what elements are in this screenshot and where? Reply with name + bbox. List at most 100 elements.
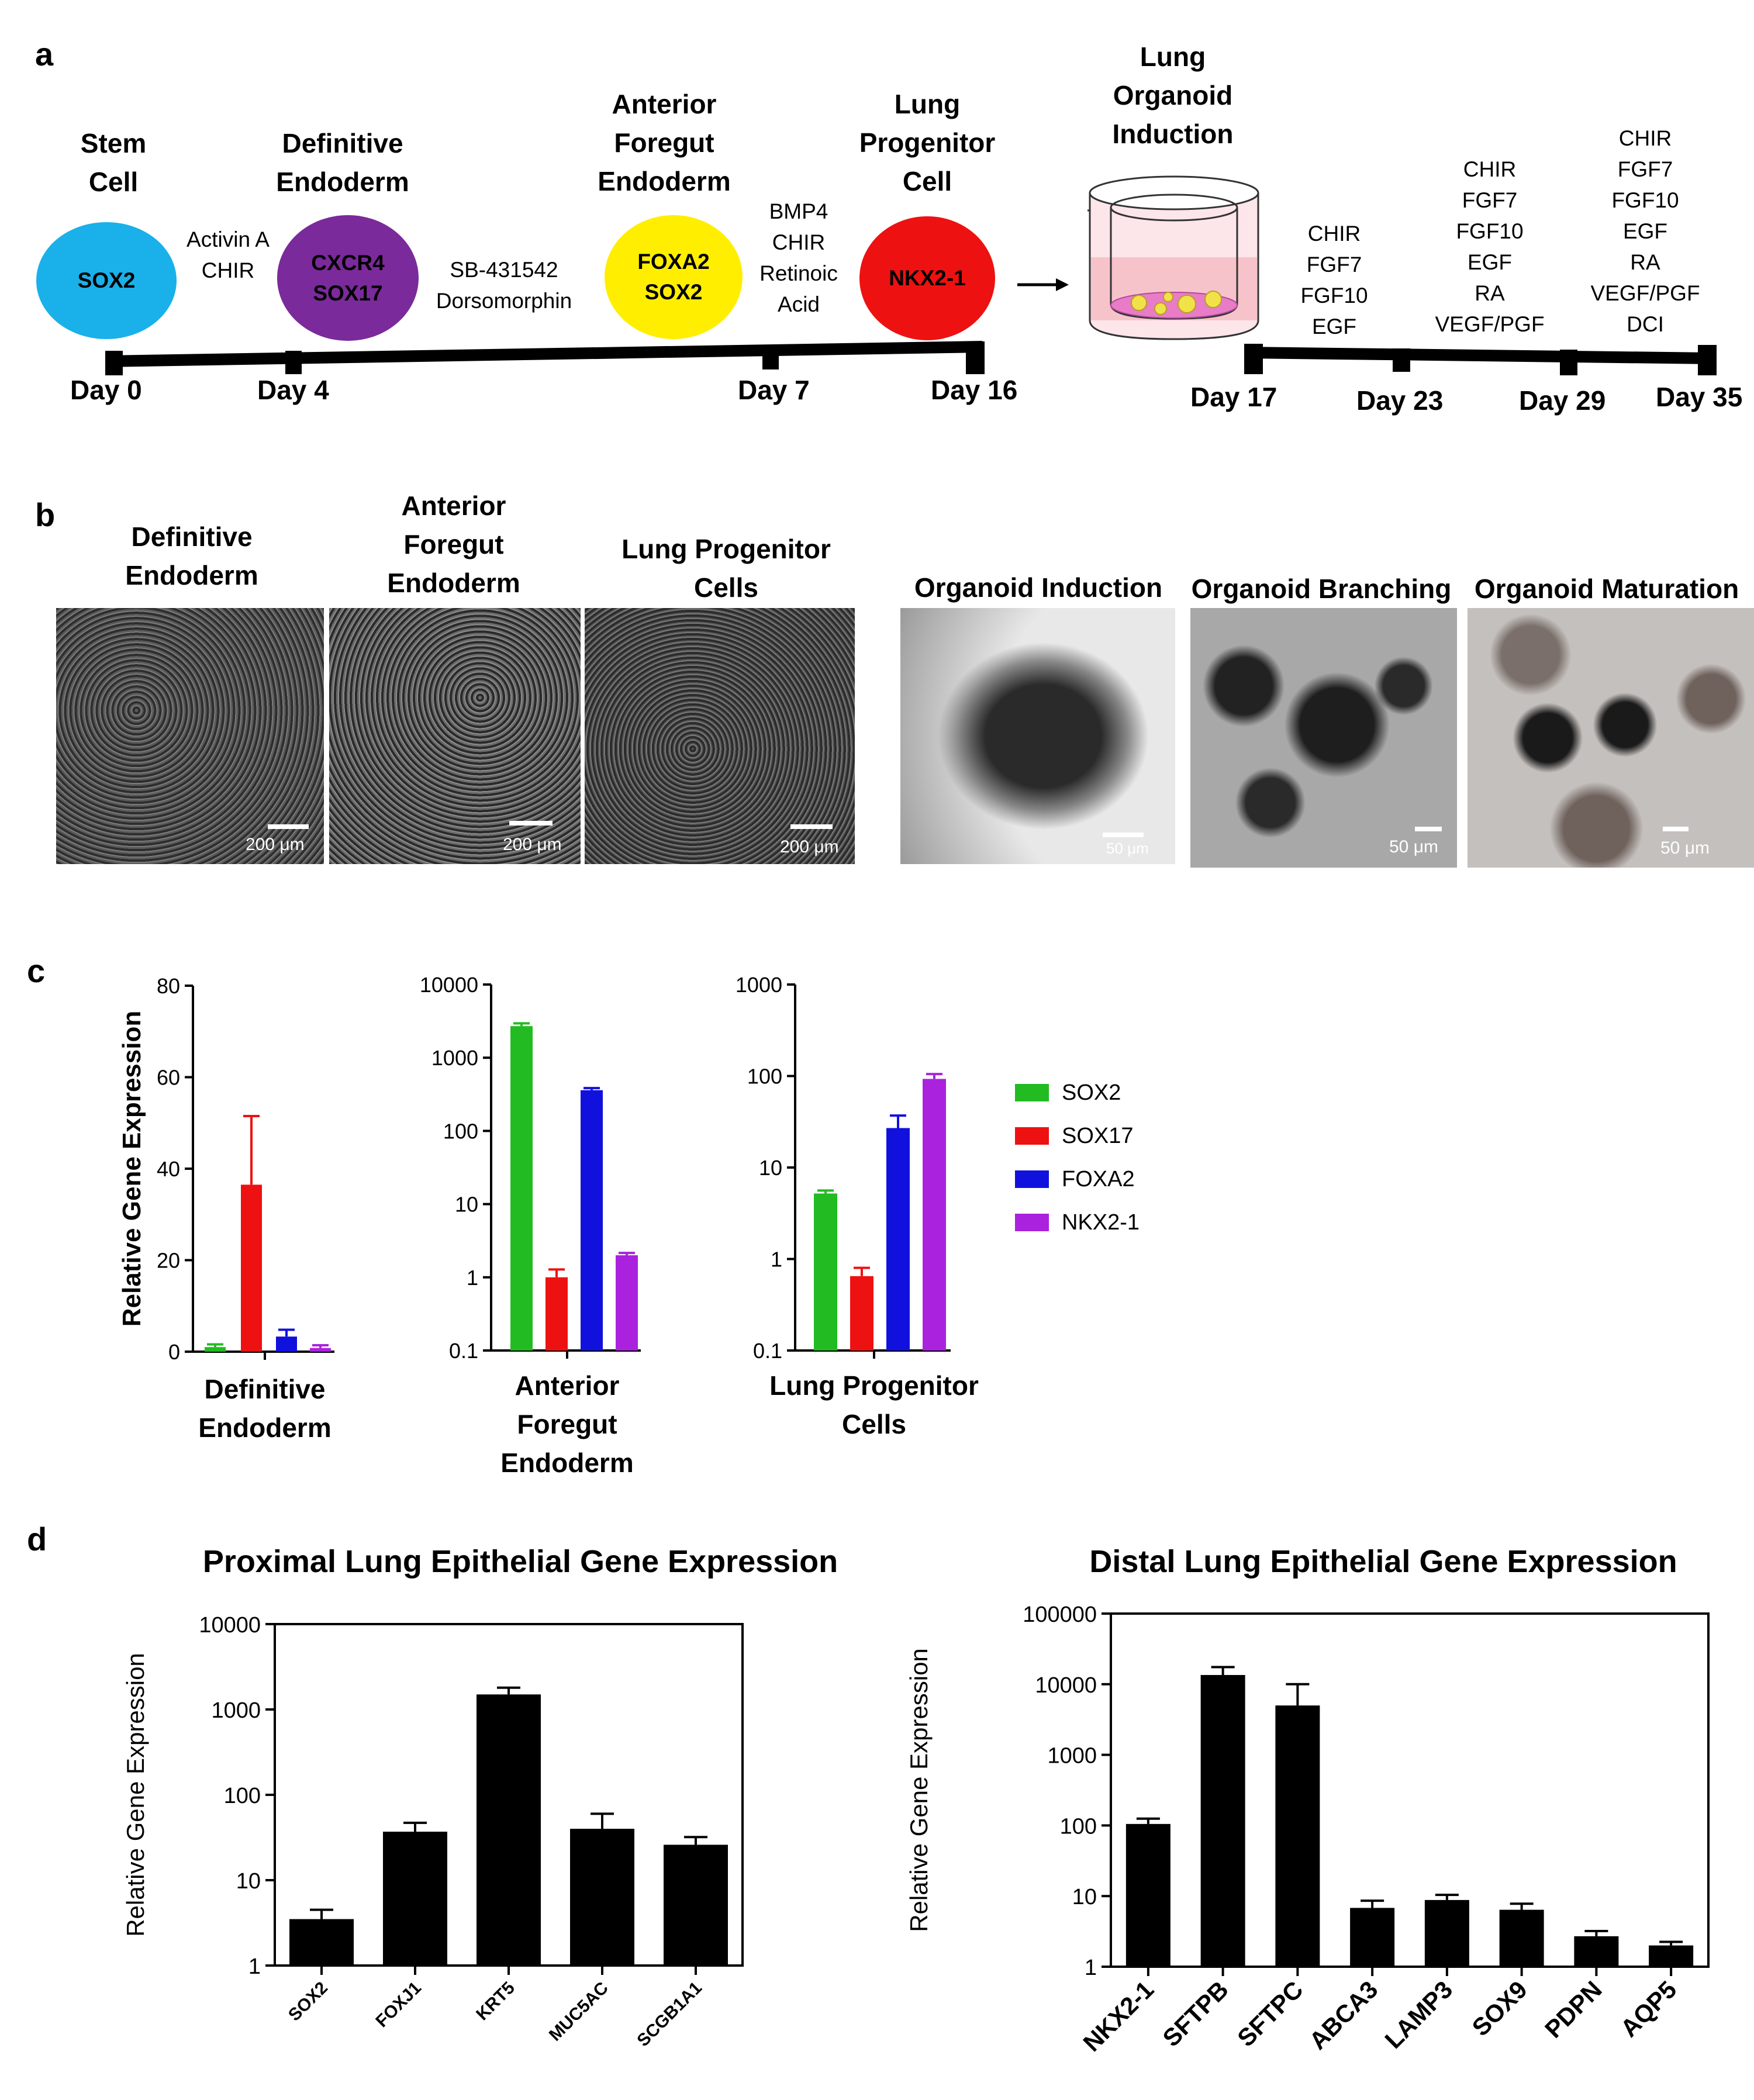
x-tick-label: ABCA3 <box>1304 1975 1383 2055</box>
media-line: CHIR <box>1463 157 1517 181</box>
bar-nkx2-1 <box>1125 1823 1171 1967</box>
stage-title-line: Definitive <box>282 128 403 158</box>
stage-circle-lung-progenitor-cell: NKX2-1 <box>859 216 995 340</box>
media-line: EGF <box>1311 315 1357 339</box>
title-line: Organoid Maturation <box>1474 574 1739 604</box>
scale-bar <box>1103 833 1144 837</box>
x-tick-label: LAMP3 <box>1379 1975 1458 2054</box>
legend-label: SOX17 <box>1062 1123 1134 1148</box>
bar-sox2 <box>510 1026 533 1351</box>
panel-label-b: b <box>35 496 56 533</box>
bar-lamp3 <box>1424 1899 1469 1967</box>
title-line: Organoid Branching <box>1191 574 1452 604</box>
title-line: Cells <box>694 572 758 603</box>
scale-bar <box>268 824 309 829</box>
micrograph-organoid-induction: 50 μm <box>900 608 1175 864</box>
y-tick-label: 1000 <box>736 973 782 997</box>
scale-bar <box>1415 827 1442 831</box>
timeline-tick <box>1698 345 1717 375</box>
media-line: DCI <box>1627 312 1664 336</box>
y-tick-label: 1 <box>1085 1956 1097 1980</box>
legend-item: NKX2-1 <box>1015 1201 1140 1244</box>
day-label: Day 4 <box>257 375 329 405</box>
bar-nkx2-1 <box>923 1079 946 1351</box>
y-tick-label: 1000 <box>1047 1744 1097 1769</box>
y-tick-label: 80 <box>157 974 180 998</box>
timeline-tick <box>1560 350 1577 375</box>
timeline-tick <box>285 351 302 374</box>
title-line: Lung <box>1140 42 1206 72</box>
legend-item: FOXA2 <box>1015 1158 1140 1201</box>
bar-sox2 <box>205 1347 226 1352</box>
marker-label: FOXA2 <box>637 250 710 274</box>
scale-label: 50 μm <box>1389 837 1438 856</box>
panel-label-c: c <box>27 952 46 989</box>
x-tick-label: KRT5 <box>472 1978 519 2025</box>
timeline-tick <box>966 341 985 374</box>
scale-label: 200 μm <box>503 835 562 854</box>
day-label: Day 29 <box>1519 385 1606 416</box>
treatment-line: Retinoic <box>759 261 838 285</box>
media-line: CHIR <box>1307 222 1361 246</box>
y-tick-label: 10 <box>759 1156 782 1180</box>
day-label: Day 35 <box>1656 382 1743 412</box>
stage-title-line: Lung <box>894 89 961 119</box>
treatment-line: CHIR <box>772 230 826 254</box>
title-line: Foregut <box>403 529 504 559</box>
transwell-dish-icon <box>1087 175 1259 340</box>
title-line: Lung Progenitor <box>622 534 831 564</box>
y-tick-label: 1000 <box>431 1046 478 1070</box>
y-tick-label: 100 <box>747 1065 782 1089</box>
bar-sox9 <box>1499 1909 1544 1967</box>
legend-label: FOXA2 <box>1062 1166 1135 1191</box>
stage-title-line: Progenitor <box>859 127 996 158</box>
media-line: FGF10 <box>1456 219 1524 243</box>
x-tick-label: SCGB1A1 <box>633 1978 706 2051</box>
x-tick-label: FOXJ1 <box>372 1978 425 2032</box>
timeline-tick <box>762 346 779 369</box>
legend-label: NKX2-1 <box>1062 1210 1140 1235</box>
x-axis-label: Cells <box>842 1409 906 1439</box>
x-tick-label: SOX2 <box>285 1978 332 2025</box>
marker-label: SOX2 <box>77 268 136 292</box>
marker-label: CXCR4 <box>311 250 385 275</box>
legend-swatch <box>1015 1170 1049 1188</box>
x-axis-label: Endoderm <box>198 1412 331 1443</box>
y-axis-label: Relative Gene Expression <box>122 1653 149 1937</box>
treatment-line: SB-431542 <box>450 258 558 282</box>
treatment-line: Dorsomorphin <box>436 289 572 313</box>
x-axis-label: Endoderm <box>500 1448 633 1478</box>
scale-bar <box>509 821 553 826</box>
bar-sox2 <box>814 1193 837 1351</box>
treatment-line: CHIR <box>201 258 255 282</box>
bar-foxa2 <box>886 1128 910 1351</box>
stage-circle-anterior-foregut-endoderm: FOXA2 SOX2 <box>605 215 743 339</box>
micrograph-definitive-endoderm: 200 μm <box>56 608 324 864</box>
y-tick-label: 10000 <box>420 973 478 997</box>
media-line: FGF7 <box>1306 253 1362 277</box>
scale-label: 200 μm <box>246 835 305 854</box>
y-tick-label: 100 <box>443 1119 478 1143</box>
y-tick-label: 0.1 <box>753 1339 782 1363</box>
stage-title-line: Anterior <box>612 89 717 119</box>
x-tick-label: SFTPC <box>1232 1975 1308 2052</box>
scale-bar <box>1663 827 1689 831</box>
legend-swatch <box>1015 1214 1049 1231</box>
scale-label: 50 μm <box>1106 840 1149 857</box>
bar-aqp5 <box>1649 1945 1694 1967</box>
x-axis-label: Definitive <box>204 1374 325 1404</box>
media-line: FGF10 <box>1300 284 1368 308</box>
chart-title-text: Proximal Lung Epithelial Gene Expression <box>202 1544 838 1579</box>
legend-item: SOX2 <box>1015 1071 1140 1114</box>
legend-swatch <box>1015 1127 1049 1145</box>
bar-abca3 <box>1350 1908 1395 1967</box>
bar-sox17 <box>545 1277 568 1351</box>
bar-foxj1 <box>383 1832 447 1966</box>
day-label: Day 17 <box>1190 382 1277 412</box>
timeline-tick <box>105 351 123 375</box>
media-line: EGF <box>1467 250 1513 274</box>
y-tick-label: 10000 <box>199 1613 261 1638</box>
x-tick-label: PDPN <box>1539 1975 1607 2043</box>
chart-de: 0 20 40 60 80 Relative Gene Expression Definit… <box>118 974 334 1443</box>
legend-item: SOX17 <box>1015 1114 1140 1158</box>
